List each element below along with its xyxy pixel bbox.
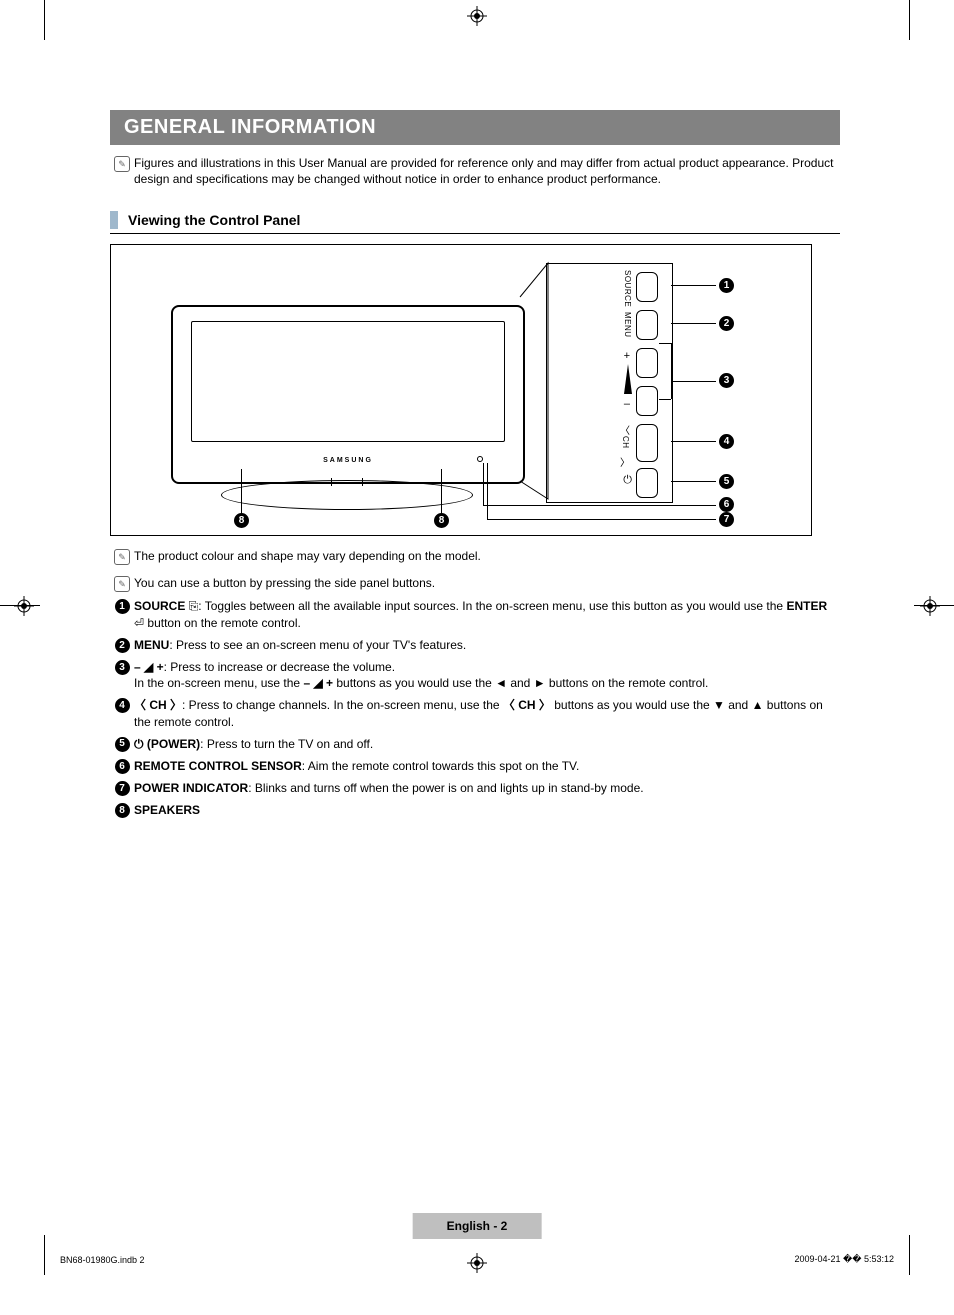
page: GENERAL INFORMATION ✎ Figures and illust… [0,0,954,1315]
numbered-item: 2 MENU: Press to see an on-screen menu of… [110,637,840,653]
item-text: MENU: Press to see an on-screen menu of … [134,637,840,653]
tv-screen [191,321,505,442]
panel-button-vol-plus [636,348,658,378]
panel-button-ch [636,424,658,462]
panel-button-vol-minus [636,386,658,416]
item-number-bullet: 8 [115,803,130,818]
item-text: 〈 CH 〉: Press to change channels. In the… [134,697,840,729]
callout-line [671,343,672,399]
panel-label-menu: MENU [623,312,632,338]
callout-line [671,481,716,482]
crop-mark [909,1235,910,1275]
registration-mark-icon [920,596,940,616]
callout-bullet-8b: 8 [434,513,449,528]
item-number-bullet: 6 [115,759,130,774]
tv-body: SAMSUNG [171,305,525,484]
tv-sensor-icon [477,456,483,462]
power-icon: ⏻ [623,474,632,487]
footer-timestamp: 2009-04-21 �� 5:53:12 [794,1254,894,1265]
callout-line [659,343,671,344]
callout-bullet-6: 6 [719,497,734,512]
callout-bullet-5: 5 [719,474,734,489]
note-icon: ✎ [114,576,130,592]
crop-mark [44,0,45,40]
tv-stand [221,480,473,510]
crop-mark [909,0,910,40]
panel-button-menu [636,310,658,340]
note-icon: ✎ [114,156,130,172]
callout-bullet-4: 4 [719,434,734,449]
intro-note-text: Figures and illustrations in this User M… [134,155,840,187]
numbered-item: 4 〈 CH 〉: Press to change channels. In th… [110,697,840,729]
item-number-bullet: 1 [115,599,130,614]
section-header: GENERAL INFORMATION [110,110,840,145]
item-text: POWER INDICATOR: Blinks and turns off wh… [134,780,840,796]
volume-wedge-icon [624,364,632,394]
callout-bullet-8a: 8 [234,513,249,528]
callout-line [483,463,484,505]
footer-page-label: English - 2 [413,1213,542,1239]
tv-brand-label: SAMSUNG [323,457,373,464]
callout-line [441,469,442,515]
subsection-rule [110,233,840,234]
callout-line [487,463,488,519]
callout-line [487,519,716,520]
crop-mark [44,1235,45,1275]
post-diagram-notes: ✎ The product colour and shape may vary … [110,548,840,818]
callout-bullet-7: 7 [719,512,734,527]
item-text: SPEAKERS [134,802,840,818]
item-number-bullet: 7 [115,781,130,796]
callout-line [671,285,716,286]
item-number-bullet: 2 [115,638,130,653]
callout-bullet-2: 2 [719,316,734,331]
callout-line [659,399,671,400]
numbered-item: 6 REMOTE CONTROL SENSOR: Aim the remote c… [110,758,840,774]
subsection-marker-icon [110,211,118,229]
side-panel: SOURCE MENU + – 〈 CH 〉 ⏻ [546,263,673,503]
intro-note: ✎ Figures and illustrations in this User… [110,155,840,187]
panel-ch-down-icon: 〉 [620,454,630,469]
panel-label-vol-plus: + [624,350,630,362]
numbered-item: 1 SOURCE ⎘: Toggles between all the avail… [110,598,840,630]
panel-button-power [636,468,658,498]
note-row: ✎ The product colour and shape may vary … [110,548,840,565]
panel-label-source: SOURCE [623,270,632,307]
item-text: ⏻ (POWER): Press to turn the TV on and o… [134,736,840,752]
note-icon: ✎ [114,549,130,565]
panel-label-vol-minus: – [624,398,630,410]
callout-line [483,505,716,506]
note-row: ✎ You can use a button by pressing the s… [110,575,840,592]
note-text: The product colour and shape may vary de… [134,548,840,564]
callout-line [671,381,716,382]
numbered-item: 8 SPEAKERS [110,802,840,818]
content-area: GENERAL INFORMATION ✎ Figures and illust… [110,110,840,818]
numbered-item: 7 POWER INDICATOR: Blinks and turns off w… [110,780,840,796]
control-panel-diagram: SAMSUNG SOURCE MENU + [110,244,812,536]
registration-mark-icon [467,6,487,26]
callout-line [671,441,716,442]
callout-line [241,469,242,515]
item-text: REMOTE CONTROL SENSOR: Aim the remote co… [134,758,840,774]
numbered-item: 3 – ◢ +: Press to increase or decrease th… [110,659,840,691]
callout-bullet-1: 1 [719,278,734,293]
item-text: – ◢ +: Press to increase or decrease the… [134,659,840,691]
registration-mark-icon [14,596,34,616]
item-text: SOURCE ⎘: Toggles between all the availa… [134,598,840,630]
note-text: You can use a button by pressing the sid… [134,575,840,591]
item-number-bullet: 4 [115,698,130,713]
callout-bullet-3: 3 [719,373,734,388]
panel-button-source [636,272,658,302]
subsection-title: Viewing the Control Panel [128,212,300,228]
item-number-bullet: 3 [115,660,130,675]
panel-ch-up-icon: 〈 [620,422,630,437]
subsection-header: Viewing the Control Panel [110,211,840,229]
footer-file-meta: BN68-01980G.indb 2 [60,1255,145,1265]
panel-label-ch: CH [621,436,630,449]
callout-line [671,323,716,324]
registration-mark-icon [467,1253,487,1273]
item-number-bullet: 5 [115,737,130,752]
numbered-item: 5 ⏻ (POWER): Press to turn the TV on and … [110,736,840,752]
